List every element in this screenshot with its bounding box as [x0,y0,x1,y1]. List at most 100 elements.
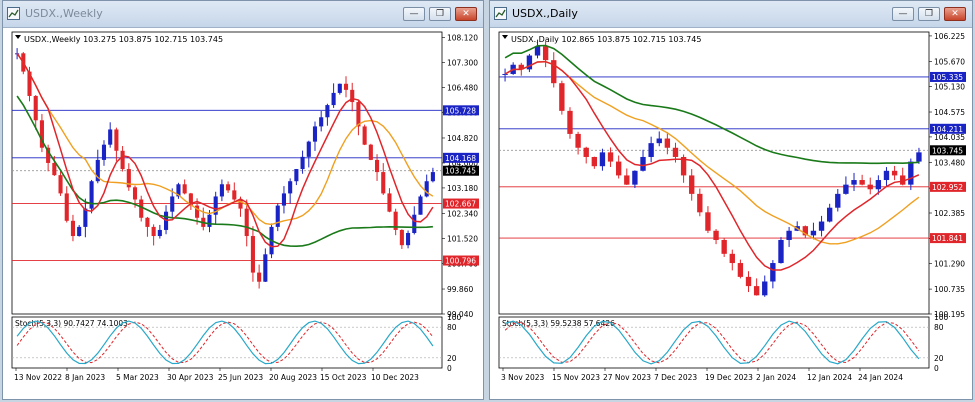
candle-body [331,92,336,106]
price-axis-label: 106.225 [934,32,965,41]
candle-body [101,144,107,160]
candle-body [126,169,131,188]
price-axis-label: 104.820 [447,134,478,143]
candle-body [810,230,817,236]
minimize-button[interactable]: — [403,7,425,21]
candle-body [430,172,435,182]
stoch-axis-label: 80 [934,323,944,332]
stoch-axis-label: 80 [447,323,457,332]
candle-body [575,133,581,148]
stochastic-label: Stoch(5,3,3) 59.5238 57.6426 [502,319,615,328]
candle-body [518,64,524,70]
daily-title-bar[interactable]: USDX.,Daily — ❐ ✕ [490,1,972,28]
price-badge [930,181,966,192]
price-badge-label: 105.335 [932,73,963,82]
candle-body [114,129,119,151]
close-button[interactable]: ✕ [455,7,477,21]
candle-body [207,214,212,227]
candle-body [46,147,51,163]
chart-symbol-label: USDX.,Weekly 103.275 103.875 102.715 103… [24,35,223,44]
restore-button[interactable]: ❐ [918,7,940,21]
candle-body [786,230,792,240]
ma-slow-line [16,95,433,248]
candle-body [294,169,299,182]
candle-body [680,156,687,176]
price-axis-label: 101.290 [934,260,965,269]
candle-body [818,221,825,231]
candle-body [281,193,287,206]
price-axis-label: 105.670 [934,58,965,67]
candle-body [542,46,549,61]
minimize-button[interactable]: — [892,7,914,21]
price-axis-label: 104.035 [934,133,965,142]
price-axis-label: 108.120 [447,33,478,42]
daily-chart-canvas[interactable]: USDX.,Daily 102.865 103.875 102.715 103.… [491,28,971,398]
candle-body [591,156,598,167]
time-axis-label: 15 Oct 2023 [320,373,367,382]
candle-body [770,263,776,282]
candle-body [583,147,589,157]
time-axis-label: 19 Dec 2023 [705,373,753,382]
ma-fast-line [16,52,434,248]
daily-chart-window[interactable]: USDX.,Daily — ❐ ✕ USDX.,Daily 102.865 10… [489,0,973,400]
price-badge-label: 104.168 [445,154,476,163]
candle-body [672,147,679,157]
stoch-signal-line [504,321,920,364]
candle-body [132,187,138,200]
stoch-axis-label: 0 [447,364,452,373]
candle-body [319,117,324,127]
price-badge [443,198,479,209]
chart-symbol-label: USDX.,Daily 102.865 103.875 102.715 103.… [511,35,701,44]
candle-body [275,205,280,227]
weekly-chart-canvas[interactable]: USDX.,Weekly 103.275 103.875 102.715 103… [4,28,482,398]
candle-body [916,152,922,162]
candle-body [33,95,38,121]
close-button[interactable]: ✕ [944,7,966,21]
candle-body [607,152,614,162]
candle-body [689,175,695,194]
restore-button[interactable]: ❐ [429,7,451,21]
candle-body [157,229,162,237]
candle-body [624,175,630,185]
price-axis-label: 100.195 [934,310,965,319]
candle-body [300,156,305,170]
time-axis-label: 25 Jun 2023 [218,373,263,382]
candle-body [559,83,565,111]
price-axis-label: 107.300 [447,58,478,67]
candle-body [362,126,367,145]
price-badge-label: 103.745 [932,146,963,155]
stoch-main-line [504,320,920,365]
candle-body [891,170,898,176]
candle-body [534,46,541,56]
candle-body [52,162,57,176]
stochastic-plot-frame [498,316,930,369]
candle-body [406,232,411,246]
candle-body [77,226,82,237]
candle-body [826,207,833,222]
weekly-chart-window[interactable]: USDX.,Weekly — ❐ ✕ USDX.,Weekly 103.275 … [2,0,484,400]
time-axis-label: 8 Jan 2023 [65,373,105,382]
price-axis-label: 102.340 [447,210,478,219]
price-badge-label: 102.667 [445,200,476,209]
time-axis-label: 30 Apr 2023 [167,373,214,382]
candle-body [713,230,719,240]
candle-body [226,184,231,191]
price-badge-label: 101.841 [932,234,963,243]
price-axis-label: 104.000 [447,159,478,168]
price-badge-label: 105.728 [445,106,476,115]
chart-window-icon [7,7,20,20]
weekly-title-bar[interactable]: USDX.,Weekly — ❐ ✕ [3,1,483,28]
candle-body [250,236,255,273]
price-badge [930,71,966,82]
candle-body [762,281,768,296]
time-axis-label: 15 Nov 2023 [552,373,600,382]
candle-body [219,184,224,197]
price-axis-label: 103.180 [447,184,478,193]
stochastic-label: Stoch(5,3,3) 90.7427 74.1003 [15,319,128,328]
candle-body [418,196,423,215]
candle-body [368,144,373,160]
candle-body [424,181,429,197]
candle-body [238,199,243,209]
candle-body [705,212,711,231]
candle-body [697,193,703,213]
